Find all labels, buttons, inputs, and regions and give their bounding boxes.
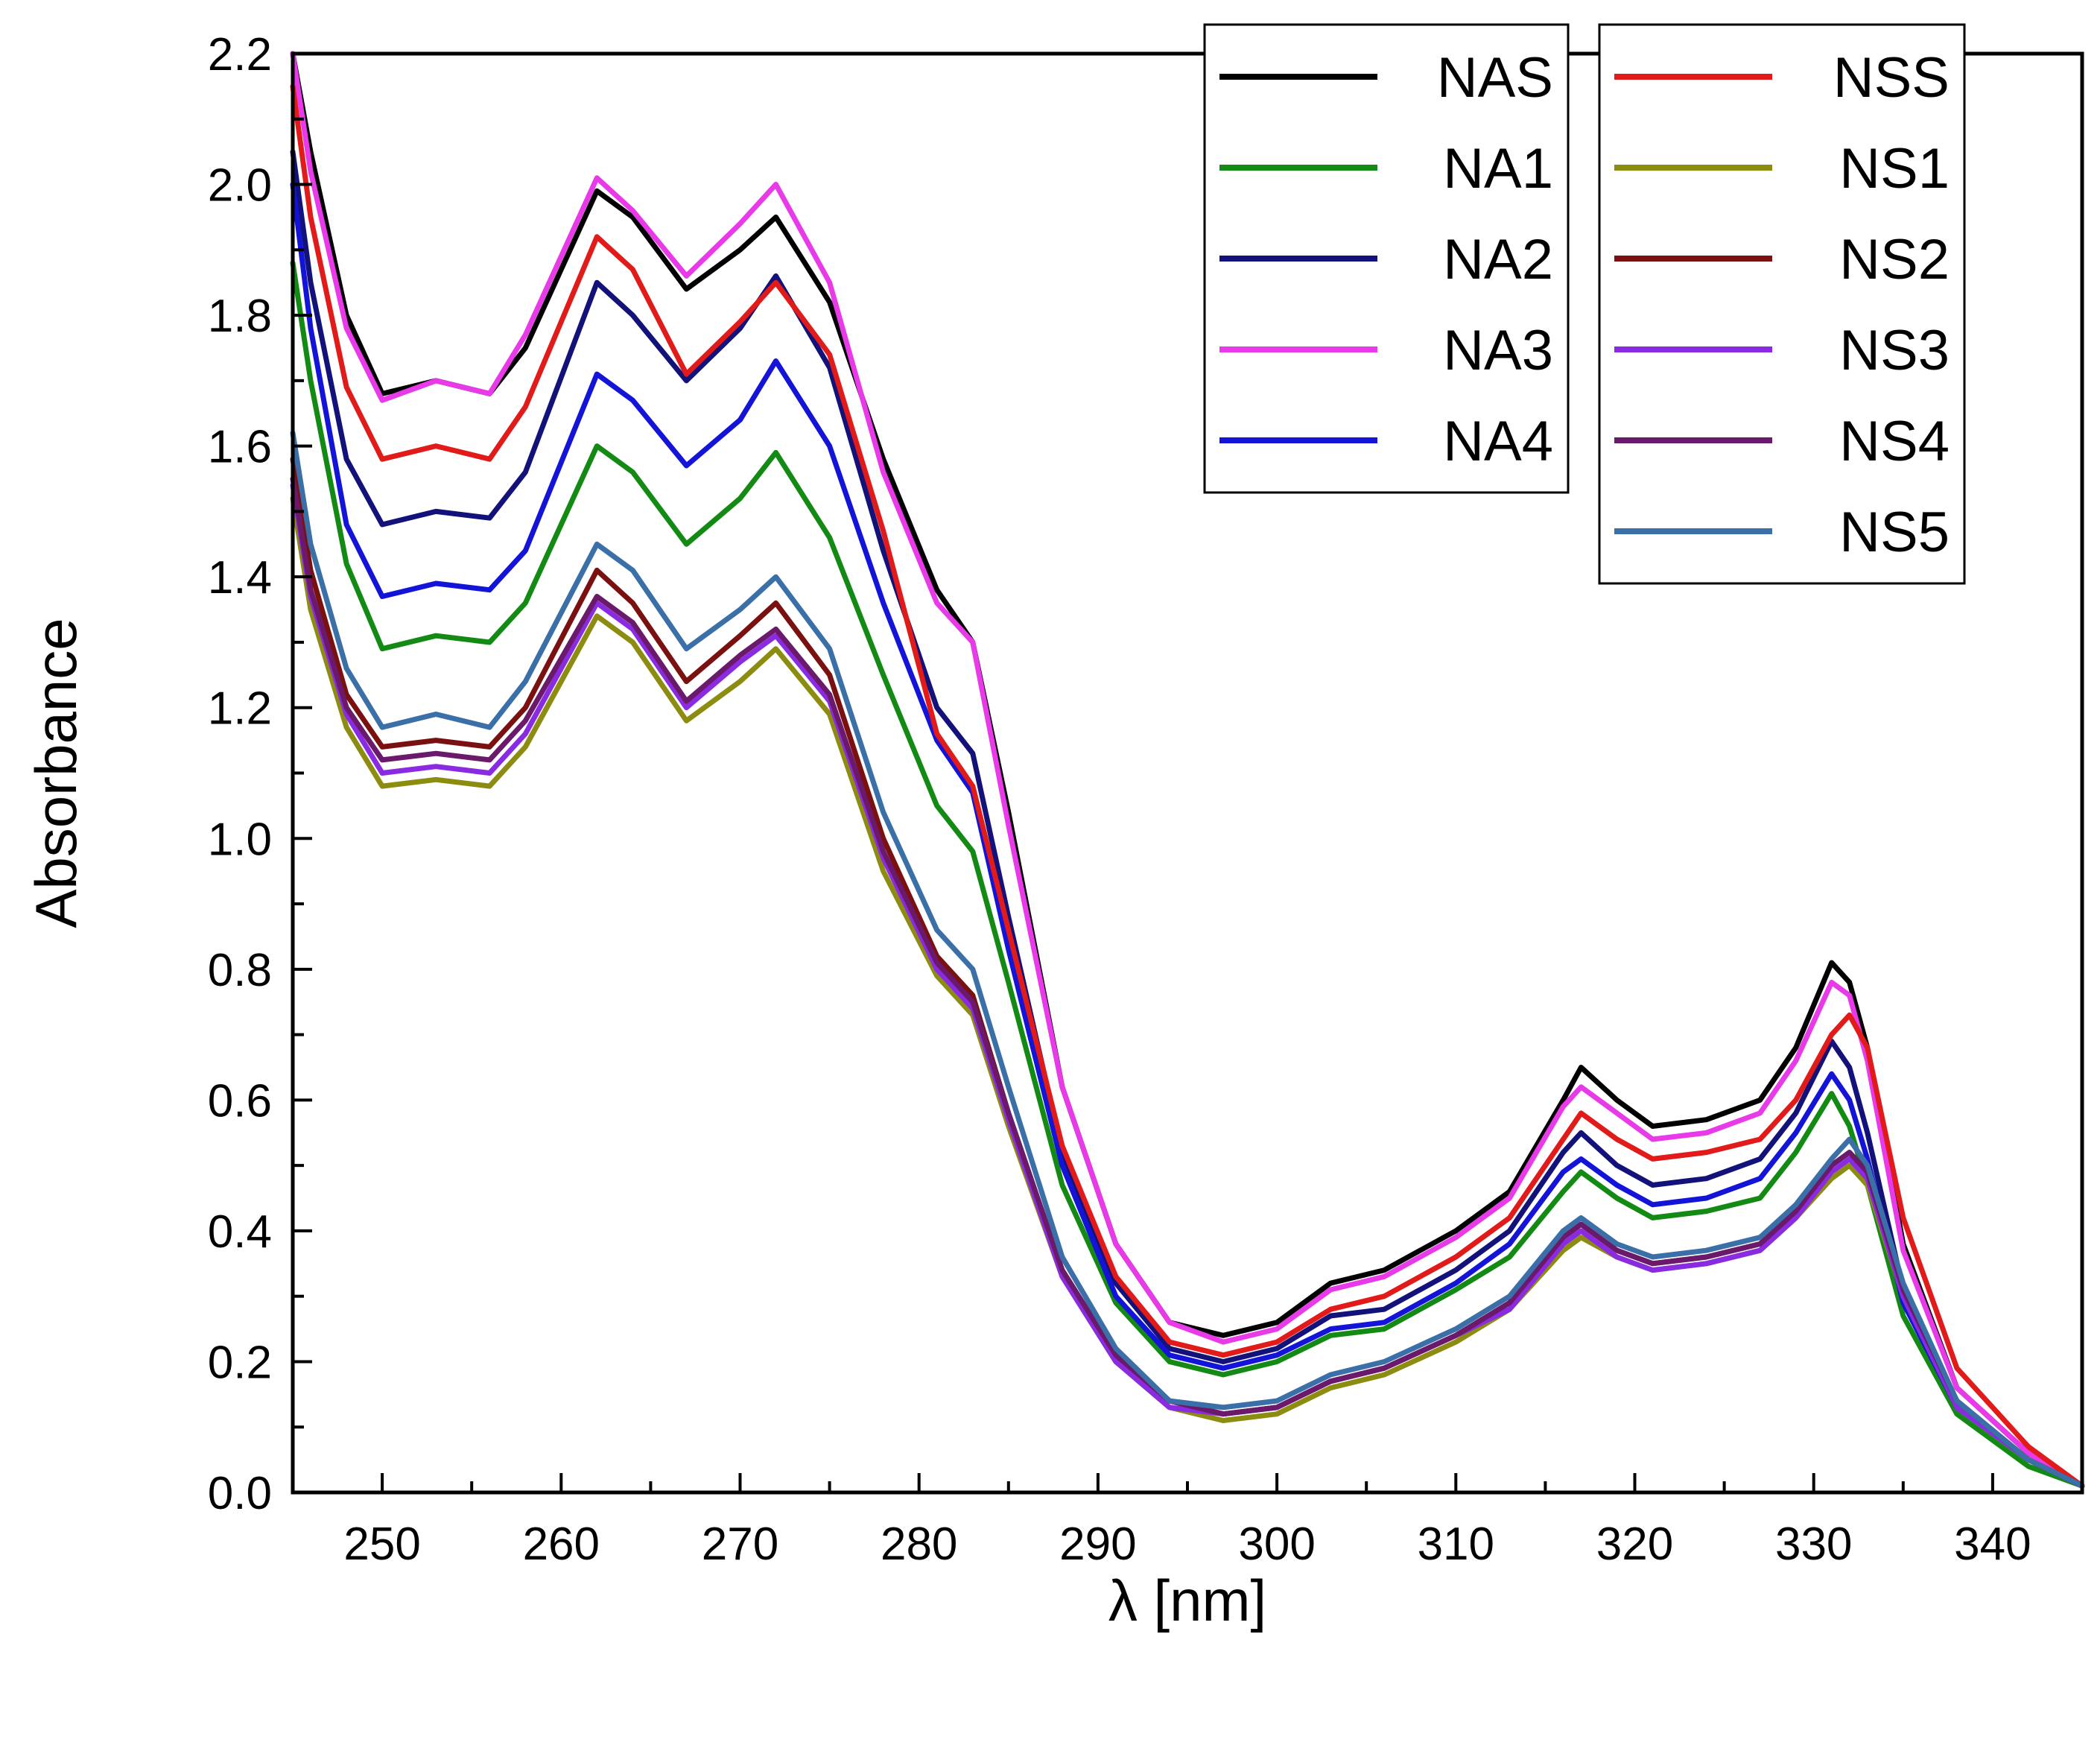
x-tick-label: 280: [881, 1519, 957, 1570]
y-tick-label: 0.4: [208, 1206, 272, 1258]
legend-label-ns4: NS4: [1839, 410, 1950, 473]
x-tick-label: 340: [1954, 1519, 2031, 1570]
series-line-ns4: [290, 476, 2085, 1489]
x-tick-label: 300: [1238, 1519, 1315, 1570]
legend-box-2: [1598, 23, 1966, 585]
x-axis-title: λ [nm]: [1108, 1568, 1266, 1633]
x-tick-label: 330: [1775, 1519, 1852, 1570]
legend-label-na2: NA2: [1443, 228, 1553, 291]
y-tick-label: 0.8: [208, 945, 272, 996]
series-layer: [290, 51, 2085, 1489]
y-tick-label: 0.0: [208, 1468, 272, 1519]
series-line-na3: [290, 51, 2085, 1489]
series-line-nas: [290, 51, 2085, 1489]
x-tick-label: 320: [1596, 1519, 1673, 1570]
series-line-na1: [290, 260, 2085, 1489]
legend-label-ns3: NS3: [1839, 319, 1950, 382]
series-line-na4: [290, 182, 2085, 1489]
y-tick-label: 0.2: [208, 1337, 272, 1388]
y-tick-label: 0.6: [208, 1075, 272, 1127]
x-tick-label: 290: [1059, 1519, 1136, 1570]
legend-label-nas: NAS: [1437, 46, 1553, 110]
y-tick-label: 1.6: [208, 422, 272, 473]
x-tick-label: 270: [702, 1519, 778, 1570]
y-tick-label: 1.2: [208, 683, 272, 735]
series-line-ns3: [290, 482, 2085, 1489]
y-tick-label: 1.0: [208, 814, 272, 865]
legend-label-ns2: NS2: [1839, 228, 1950, 291]
x-tick-label: 250: [343, 1519, 420, 1570]
x-axis-ticks: 250 260 270 280 290 300 310 320 330 340: [291, 1473, 2084, 1570]
series-line-nss: [290, 83, 2085, 1489]
legend-label-na1: NA1: [1443, 137, 1553, 200]
y-tick-label: 1.4: [208, 552, 272, 604]
y-tick-label: 2.2: [208, 29, 272, 80]
legend: NAS NA1 NA2 NA3 NA4 NSS NS1 NS2 NS3 NS4 NS5: [1203, 23, 1966, 585]
legend-label-ns5: NS5: [1839, 501, 1950, 564]
y-tick-label: 2.0: [208, 160, 272, 212]
legend-label-na4: NA4: [1443, 410, 1553, 473]
legend-label-na3: NA3: [1443, 319, 1553, 382]
series-line-ns5: [290, 430, 2085, 1489]
series-line-na2: [290, 149, 2085, 1489]
x-tick-label: 310: [1418, 1519, 1494, 1570]
x-tick-label: 260: [523, 1519, 600, 1570]
y-tick-label: 1.8: [208, 291, 272, 342]
legend-label-nss: NSS: [1833, 46, 1950, 110]
y-axis-title: Absorbance: [23, 618, 89, 928]
legend-label-ns1: NS1: [1839, 137, 1950, 200]
y-axis-ticks: 0.0 0.2 0.4 0.6 0.8 1.0 1.2 1.4 1.6 1.8 2.0 2.2: [208, 29, 312, 1519]
